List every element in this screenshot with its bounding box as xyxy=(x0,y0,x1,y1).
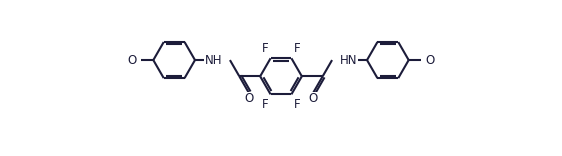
Text: O: O xyxy=(425,54,434,67)
Text: O: O xyxy=(128,54,137,67)
Text: F: F xyxy=(294,98,301,111)
Text: F: F xyxy=(261,98,268,111)
Text: NH: NH xyxy=(205,54,223,67)
Text: O: O xyxy=(244,92,253,105)
Text: HN: HN xyxy=(339,54,357,67)
Text: F: F xyxy=(294,42,301,55)
Text: O: O xyxy=(309,92,318,105)
Text: F: F xyxy=(261,42,268,55)
